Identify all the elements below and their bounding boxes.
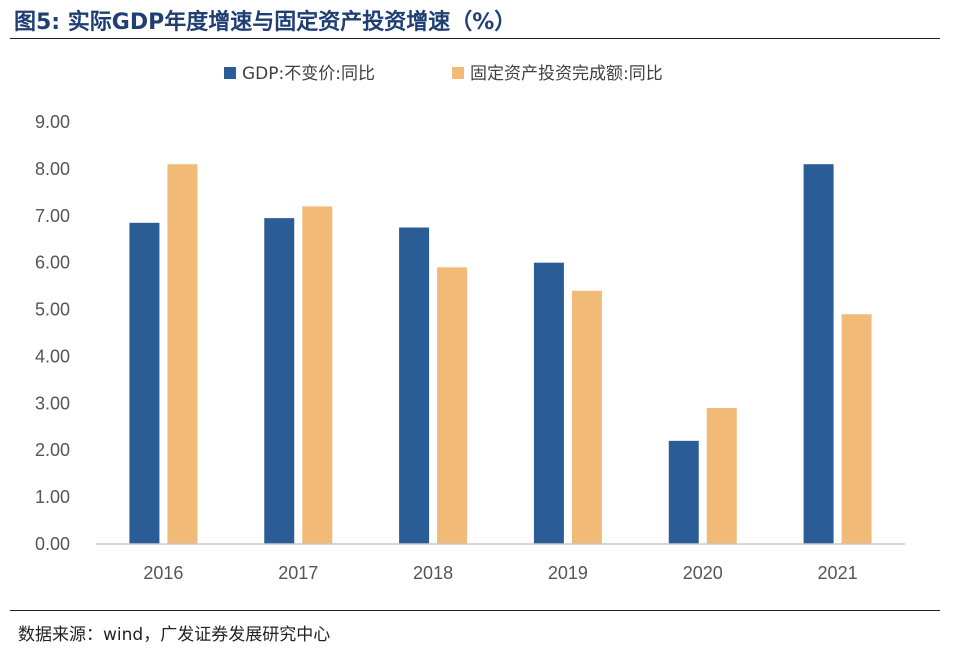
x-tick-label: 2019 — [548, 563, 588, 583]
legend-label: 固定资产投资完成额:同比 — [470, 64, 663, 84]
legend-swatch — [224, 67, 236, 79]
gdp-bar-2017 — [264, 218, 295, 544]
bars — [129, 164, 872, 545]
gdp-bar-2019 — [533, 262, 564, 544]
y-tick-label: 3.00 — [35, 393, 70, 413]
y-tick-label: 8.00 — [35, 159, 70, 179]
x-axis: 2016 2017 2018 2019 2020 2021 — [96, 543, 905, 583]
y-tick-label: 6.00 — [35, 253, 70, 273]
figure-title: 图5: 实际GDP年度增速与固定资产投资增速（%） — [14, 10, 517, 35]
top-rule — [10, 38, 940, 39]
fai-bar-2020 — [706, 408, 737, 544]
x-tick-label: 2017 — [278, 563, 318, 583]
fai-bar-2019 — [571, 290, 602, 544]
x-tick-label: 2020 — [683, 563, 723, 583]
y-tick-label: 2.00 — [35, 440, 70, 460]
fai-bar-2021 — [841, 314, 872, 544]
y-axis: 0.00 1.00 2.00 3.00 4.00 5.00 6.00 7.00 8.00 9.00 — [35, 112, 70, 554]
y-tick-label: 7.00 — [35, 206, 70, 226]
fai-bar-2018 — [437, 267, 468, 544]
y-tick-label: 0.00 — [35, 534, 70, 554]
gdp-bar-2020 — [668, 440, 699, 544]
source-note: 数据来源：wind，广发证券发展研究中心 — [18, 625, 331, 645]
gdp-bar-2016 — [129, 222, 160, 545]
bottom-rule — [10, 610, 940, 611]
y-tick-label: 4.00 — [35, 346, 70, 366]
legend: GDP:不变价:同比 固定资产投资完成额:同比 — [224, 64, 663, 84]
legend-swatch — [452, 67, 464, 79]
gdp-bar-2018 — [399, 227, 430, 544]
x-tick-label: 2018 — [413, 563, 453, 583]
fai-bar-2017 — [302, 206, 333, 544]
gdp-bar-2021 — [803, 164, 834, 544]
x-tick-label: 2021 — [818, 563, 858, 583]
legend-label: GDP:不变价:同比 — [242, 64, 375, 84]
x-tick-label: 2016 — [143, 563, 183, 583]
y-tick-label: 9.00 — [35, 112, 70, 132]
fai-bar-2016 — [167, 164, 198, 544]
y-tick-label: 1.00 — [35, 487, 70, 507]
y-tick-label: 5.00 — [35, 300, 70, 320]
